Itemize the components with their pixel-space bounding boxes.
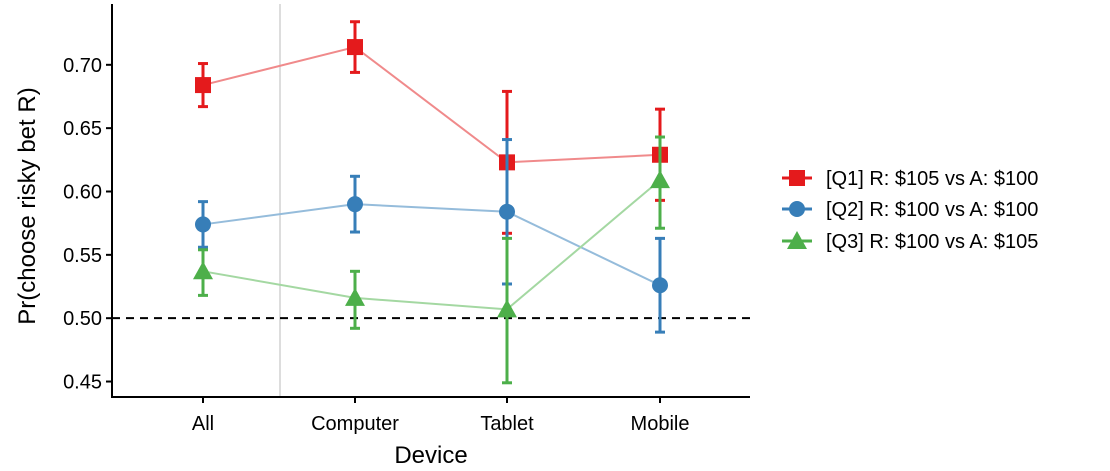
y-tick-label: 0.55 <box>63 245 102 267</box>
y-axis-title: Pr(choose risky bet R) <box>14 87 41 324</box>
x-axis-title: Device <box>394 442 467 469</box>
data-point <box>497 299 517 318</box>
y-tick-label: 0.70 <box>63 55 102 77</box>
x-tick-label: Tablet <box>480 413 534 435</box>
x-tick-label: Computer <box>311 413 399 435</box>
legend-label: [Q1] R: $105 vs A: $100 <box>826 168 1038 190</box>
legend-marker <box>787 231 807 249</box>
data-point <box>347 39 363 56</box>
data-point <box>195 216 211 233</box>
legend-item: [Q1] R: $105 vs A: $100 <box>782 168 1038 190</box>
series-line <box>202 179 661 311</box>
legend-item: [Q3] R: $100 vs A: $105 <box>782 231 1038 253</box>
legend: [Q1] R: $105 vs A: $100 [Q2] R: $100 vs A… <box>782 168 1038 253</box>
y-tick-label: 0.60 <box>63 181 102 203</box>
y-tick-label: 0.50 <box>63 308 102 330</box>
axes: 0.45 0.50 0.55 0.60 0.65 0.70 All Computer Table… <box>63 4 750 435</box>
y-tick-label: 0.65 <box>63 118 102 140</box>
x-tick-label: All <box>192 413 214 435</box>
data-point <box>652 277 668 294</box>
legend-item: [Q2] R: $100 vs A: $100 <box>782 199 1038 221</box>
legend-marker <box>789 201 805 217</box>
data-point <box>499 203 515 220</box>
data-point <box>347 196 363 213</box>
data-point <box>193 261 213 280</box>
x-tick-label: Mobile <box>631 413 690 435</box>
y-tick-label: 0.45 <box>63 372 102 394</box>
data-point <box>650 170 670 189</box>
series-square <box>195 20 668 235</box>
series-triangle <box>193 135 670 385</box>
legend-label: [Q2] R: $100 vs A: $100 <box>826 199 1038 221</box>
data-point <box>345 287 365 306</box>
legend-marker <box>789 170 805 186</box>
legend-label: [Q3] R: $100 vs A: $105 <box>826 231 1038 253</box>
plot-area <box>112 4 750 398</box>
series-line <box>202 45 661 164</box>
series-line <box>202 203 661 287</box>
data-point <box>195 77 211 94</box>
